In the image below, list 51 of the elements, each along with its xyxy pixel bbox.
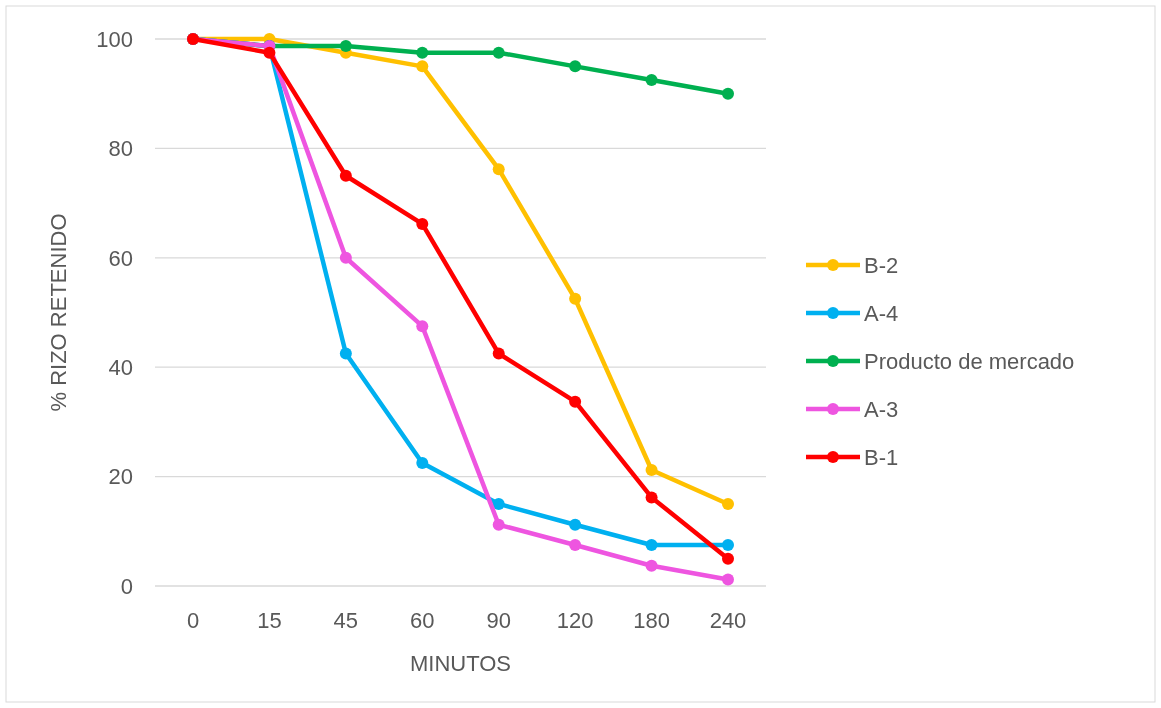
x-tick-label: 120 [556,608,594,633]
point [416,217,429,230]
point [569,395,582,408]
point [569,292,582,305]
point [492,163,505,176]
y-tick-label: 100 [96,26,133,52]
point [722,552,734,565]
x-tick-label: 15 [257,608,282,633]
point [645,74,658,87]
point [416,320,429,333]
point [569,518,582,531]
point [722,87,734,100]
x-tick-label: 90 [486,608,511,633]
y-tick-label: 80 [108,136,133,162]
y-tick-label: 40 [108,354,133,380]
y-tick-label: 0 [120,573,133,599]
legend-label: B-2 [864,252,899,278]
legend-label: A-3 [864,396,899,422]
point [645,464,658,477]
point [722,573,734,586]
x-tick-label: 60 [410,608,435,633]
y-axis-title: % RIZO RETENIDO [46,213,71,412]
point [569,538,582,551]
point [416,60,429,73]
x-tick-label: 180 [633,608,670,633]
point [416,456,429,469]
point [492,347,505,360]
point [263,46,276,59]
point [645,538,658,551]
legend-label: A-4 [864,300,899,326]
point [339,169,352,182]
point [645,491,658,504]
point [339,40,352,53]
x-axis-title: MINUTOS [409,651,512,676]
point [339,251,352,264]
y-tick-label: 60 [108,245,133,271]
point [492,46,505,59]
point [722,497,734,510]
point [722,538,734,551]
point [569,60,582,73]
legend-label: Producto de mercado [864,348,1075,374]
x-tick-label: 240 [709,608,747,633]
point [416,46,429,59]
x-tick-label: 45 [333,608,359,633]
point [492,518,505,531]
point [645,559,658,572]
y-tick-label: 20 [108,464,133,490]
point [492,497,505,510]
x-tick-label: 0 [186,608,200,633]
legend-label: B-1 [864,444,899,470]
point [339,347,352,360]
